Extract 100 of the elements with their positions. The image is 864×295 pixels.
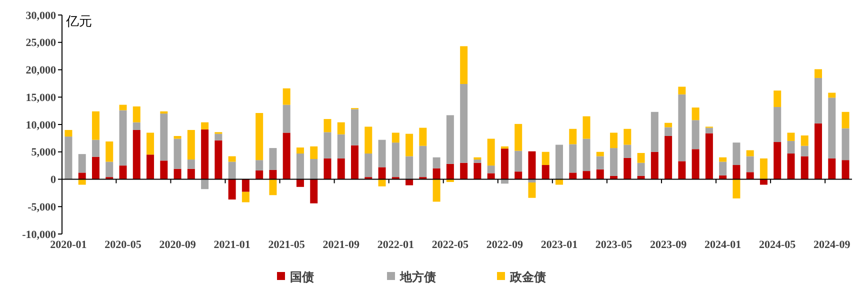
bar — [787, 154, 795, 180]
bar — [800, 156, 808, 180]
bar — [310, 158, 318, 180]
x-tick-label: 2022-05 — [432, 239, 470, 251]
bar — [432, 179, 440, 202]
bar — [310, 146, 318, 159]
bar — [474, 160, 482, 163]
bar — [337, 158, 345, 180]
bar — [282, 132, 290, 180]
bar — [842, 160, 850, 180]
bar — [787, 132, 795, 141]
bar — [555, 144, 563, 180]
y-tick-label: 0 — [50, 174, 56, 186]
bar — [406, 134, 414, 156]
bar — [460, 162, 468, 180]
bar — [446, 115, 454, 164]
x-tick-label: 2022-09 — [486, 239, 524, 251]
bar — [624, 158, 632, 180]
bar — [528, 182, 536, 198]
y-tick-label: 15,000 — [26, 92, 56, 104]
legend-label: 政金债 — [509, 270, 546, 284]
bar — [406, 156, 414, 180]
bar — [201, 179, 209, 190]
bar — [364, 126, 372, 154]
bar — [242, 179, 250, 192]
bar — [610, 148, 618, 176]
x-tick-label: 2020-01 — [50, 239, 87, 251]
bar — [92, 111, 100, 140]
bar — [487, 138, 495, 166]
bar — [378, 140, 386, 168]
bar — [664, 136, 672, 180]
bar — [78, 172, 86, 180]
bar — [637, 162, 645, 176]
x-tick-label: 2021-09 — [322, 239, 360, 251]
bar — [324, 158, 332, 180]
bar — [719, 162, 727, 176]
bar — [269, 179, 277, 196]
bar — [64, 130, 72, 137]
bar — [637, 152, 645, 163]
y-tick-label: 20,000 — [26, 64, 56, 77]
y-tick-label: -10,000 — [22, 228, 56, 241]
bar — [787, 140, 795, 154]
bar — [378, 179, 386, 186]
bar — [569, 144, 577, 173]
x-tick-label: 2022-01 — [377, 239, 414, 251]
bar — [514, 124, 522, 151]
x-tick-label: 2021-05 — [268, 239, 306, 251]
bar — [760, 158, 768, 180]
bar — [269, 170, 277, 180]
y-tick-label: 10,000 — [26, 119, 56, 132]
bar — [92, 156, 100, 180]
x-tick-label: 2024-05 — [759, 239, 796, 251]
bar — [201, 129, 209, 180]
bar — [324, 119, 332, 132]
bar — [174, 168, 182, 180]
bar — [774, 106, 782, 142]
bar — [719, 175, 727, 180]
x-tick-label: 2023-09 — [650, 239, 688, 251]
bar — [774, 142, 782, 180]
bar — [800, 146, 808, 156]
x-tick-label: 2021-01 — [214, 239, 250, 251]
bar — [392, 142, 400, 178]
y-axis-title: 亿元 — [65, 14, 92, 29]
bar — [650, 152, 658, 180]
bar — [187, 168, 195, 180]
bar — [432, 168, 440, 180]
bar — [174, 136, 182, 139]
bar — [337, 122, 345, 134]
bar — [705, 133, 713, 180]
bar — [814, 69, 822, 78]
bar — [119, 104, 127, 110]
bar — [187, 130, 195, 160]
bar — [160, 111, 168, 114]
bar — [256, 113, 264, 160]
bar — [214, 134, 222, 140]
bar — [624, 144, 632, 158]
bar — [842, 112, 850, 128]
bar — [596, 152, 604, 156]
bar — [474, 162, 482, 180]
y-tick-label: 5,000 — [31, 146, 56, 159]
bar — [132, 106, 140, 122]
bar — [582, 116, 590, 139]
bar — [296, 179, 304, 187]
bar — [256, 160, 264, 170]
bar — [146, 132, 154, 155]
bar — [160, 160, 168, 180]
y-tick-label: 30,000 — [26, 10, 56, 22]
bar — [269, 148, 277, 170]
bar — [828, 158, 836, 180]
bar — [282, 104, 290, 133]
bar — [746, 150, 754, 156]
bar — [337, 134, 345, 158]
bar — [296, 147, 304, 154]
bar — [432, 157, 440, 168]
bar — [624, 128, 632, 145]
bar — [732, 179, 740, 198]
bar — [746, 156, 754, 172]
bar — [719, 157, 727, 162]
bar — [146, 154, 154, 180]
bar — [692, 108, 700, 120]
